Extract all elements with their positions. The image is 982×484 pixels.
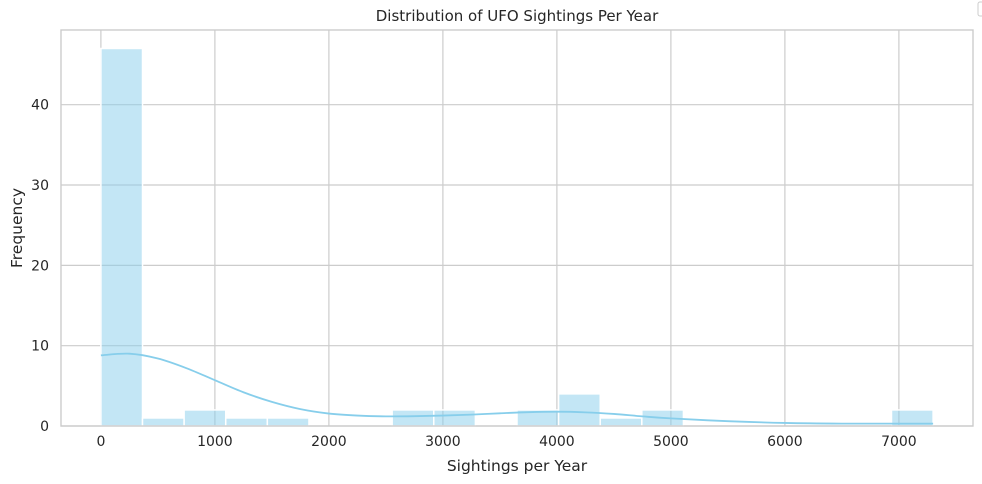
x-axis-ticks: 0 1000 2000 3000 4000 5000 6000 7000 xyxy=(96,434,916,450)
plot-frame xyxy=(60,29,974,427)
x-axis-title: Sightings per Year xyxy=(447,457,588,475)
legend-box xyxy=(977,1,982,17)
x-tick-label: 3000 xyxy=(425,434,461,450)
y-tick-label: 40 xyxy=(31,98,49,114)
histogram-bar xyxy=(557,393,601,427)
grid-lines xyxy=(61,30,973,427)
x-tick-label: 2000 xyxy=(311,434,347,450)
histogram-bar xyxy=(391,409,435,427)
x-tick-label: 7000 xyxy=(881,434,917,450)
y-axis-title: Frequency xyxy=(8,188,26,268)
x-tick-label: 1000 xyxy=(197,434,233,450)
y-axis-ticks: 0 10 20 30 40 xyxy=(31,98,49,435)
x-tick-label: 6000 xyxy=(767,434,803,450)
x-tick-label: 4000 xyxy=(539,434,575,450)
histogram-bar xyxy=(224,417,269,427)
histogram-bar xyxy=(599,417,643,427)
histogram-bar xyxy=(266,417,310,427)
y-tick-label: 10 xyxy=(31,339,49,355)
x-tick-label: 0 xyxy=(96,434,105,450)
y-tick-label: 20 xyxy=(31,258,49,274)
y-tick-label: 0 xyxy=(40,419,49,435)
kde-density-line xyxy=(100,352,934,425)
histogram-bar xyxy=(183,409,227,427)
histogram-bar xyxy=(433,409,477,427)
y-tick-label: 30 xyxy=(31,178,49,194)
histogram-bar xyxy=(100,47,144,427)
histogram-bars xyxy=(100,47,934,427)
x-tick-label: 5000 xyxy=(653,434,689,450)
histogram-bar xyxy=(141,417,185,427)
chart-title: Distribution of UFO Sightings Per Year xyxy=(376,7,659,25)
